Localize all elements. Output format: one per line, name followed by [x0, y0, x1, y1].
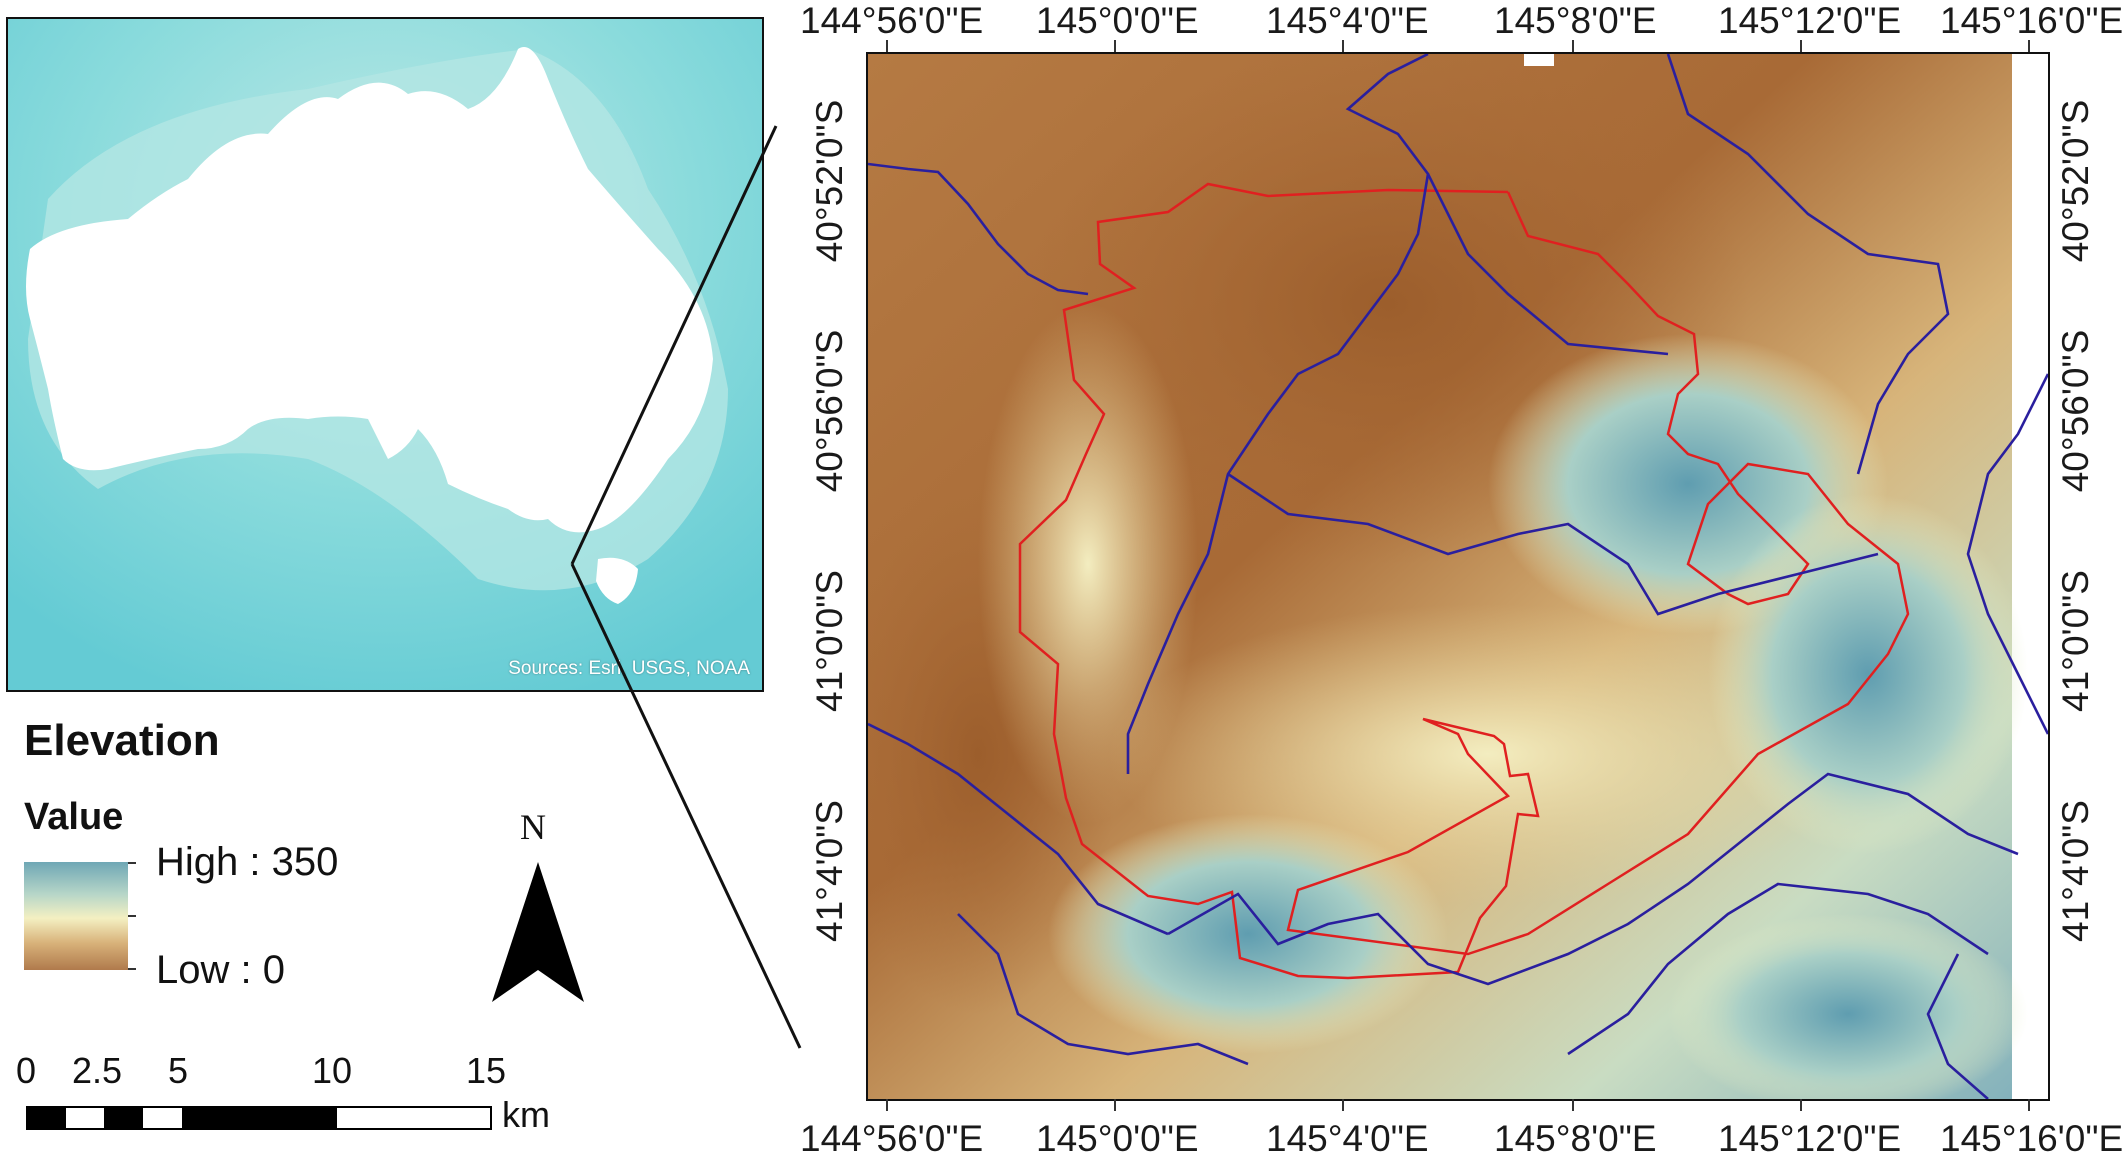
inset-map-graphic — [8, 19, 762, 690]
bottom-coord-label: 145°4'0"E — [1266, 1118, 1429, 1159]
scale-tick-10: 10 — [312, 1050, 353, 1091]
right-coord-label: 41°0'0"S — [2055, 570, 2096, 712]
ramp-tick-mid — [128, 915, 136, 917]
river-9 — [1567, 882, 1989, 1056]
top-coord-label: 145°0'0"E — [1036, 0, 1199, 41]
grid-tick — [2028, 40, 2030, 52]
grid-tick — [1800, 1099, 1802, 1111]
scale-unit: km — [502, 1094, 550, 1135]
grid-tick — [1342, 40, 1344, 52]
right-coord-label: 41°4'0"S — [2055, 800, 2096, 942]
right-coord-label: 40°52'0"S — [2055, 99, 2096, 263]
bottom-coord-label: 145°0'0"E — [1036, 1118, 1199, 1159]
top-coord-label: 145°8'0"E — [1494, 0, 1657, 41]
legend-subtitle: Value — [24, 796, 124, 838]
legend-high-label: High : 350 — [156, 840, 339, 884]
left-coord-label: 40°56'0"S — [809, 329, 850, 493]
nodata-notch — [1524, 54, 1554, 66]
river-8 — [957, 913, 1249, 1066]
inset-locator-map: Sources: Esri, USGS, NOAA — [6, 17, 764, 692]
scale-bar — [26, 1106, 492, 1130]
grid-tick — [886, 40, 888, 52]
grid-tick — [1114, 40, 1116, 52]
grid-tick — [1342, 1099, 1344, 1111]
river-5 — [1227, 472, 1879, 616]
scale-tick-15: 15 — [466, 1050, 507, 1091]
river-7 — [1167, 772, 2019, 986]
bottom-coord-label: 145°16'0"E — [1940, 1118, 2124, 1159]
river-11 — [1926, 953, 1989, 1099]
legend-title: Elevation — [24, 716, 220, 765]
lowland-c — [1048, 814, 1448, 1054]
bottom-coord-label: 145°8'0"E — [1494, 1118, 1657, 1159]
left-coord-label: 40°52'0"S — [809, 99, 850, 263]
top-coord-label: 145°16'0"E — [1940, 0, 2124, 41]
legend-low-label: Low : 0 — [156, 948, 285, 992]
grid-tick — [1800, 40, 1802, 52]
grid-tick — [2028, 1099, 2030, 1111]
river-3 — [1426, 173, 1669, 356]
scale-tick-5: 5 — [168, 1050, 189, 1091]
lowland-d — [1668, 914, 2028, 1099]
left-coord-label: 41°0'0"S — [809, 570, 850, 712]
bottom-coord-label: 144°56'0"E — [800, 1118, 984, 1159]
right-coord-label: 40°56'0"S — [2055, 329, 2096, 493]
river-6 — [1666, 54, 1950, 475]
north-arrow-icon — [492, 862, 584, 1002]
river-10 — [1966, 373, 2048, 735]
nodata-strip — [2012, 54, 2048, 1099]
grid-tick — [1572, 1099, 1574, 1111]
grid-tick — [1114, 1099, 1116, 1111]
river-network — [868, 54, 2048, 1099]
lowland-b — [1708, 494, 2028, 854]
scale-tick-2-5: 2.5 — [72, 1050, 123, 1091]
river-2 — [1126, 54, 1430, 774]
river-4 — [868, 722, 1169, 936]
top-coord-label: 144°56'0"E — [800, 0, 984, 41]
river-1 — [868, 162, 1089, 296]
main-elevation-map — [866, 52, 2050, 1101]
top-coord-label: 145°12'0"E — [1718, 0, 1902, 41]
north-arrow-label: N — [520, 807, 546, 847]
bottom-coord-label: 145°12'0"E — [1718, 1118, 1902, 1159]
left-coord-label: 41°4'0"S — [809, 800, 850, 942]
top-coord-label: 145°4'0"E — [1266, 0, 1429, 41]
grid-tick — [1572, 40, 1574, 52]
inset-credit: Sources: Esri, USGS, NOAA — [508, 658, 750, 679]
australia-land — [26, 47, 713, 533]
scale-tick-0: 0 — [16, 1050, 37, 1091]
elevation-raster — [868, 54, 2048, 1099]
elevation-color-ramp — [24, 862, 128, 970]
catchment-boundary — [1018, 182, 1910, 980]
ramp-tick-low — [128, 968, 136, 970]
grid-tick — [886, 1099, 888, 1111]
ramp-tick-high — [128, 862, 136, 864]
